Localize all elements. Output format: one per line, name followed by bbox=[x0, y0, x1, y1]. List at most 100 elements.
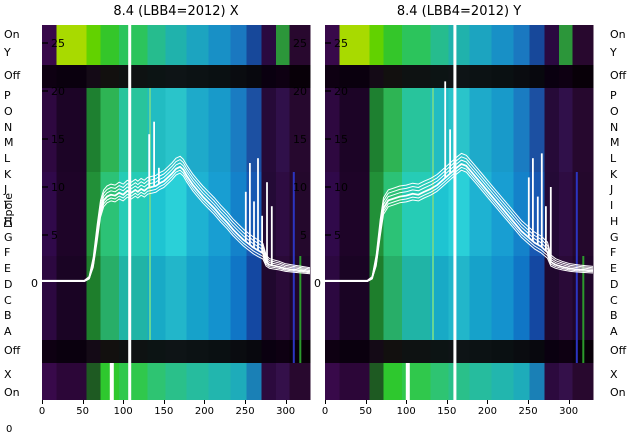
x-tick bbox=[365, 400, 367, 404]
row-label-c: C bbox=[4, 294, 12, 307]
row-label-m: M bbox=[4, 136, 14, 149]
svg-text:25: 25 bbox=[293, 37, 307, 50]
row-label-on: On bbox=[4, 28, 20, 41]
row-label-l: L bbox=[610, 152, 617, 165]
row-label-i: I bbox=[610, 199, 614, 212]
x-tick bbox=[245, 400, 247, 404]
x-tick bbox=[568, 400, 570, 404]
x-tick-label: 50 bbox=[76, 406, 89, 417]
row-label-x: X bbox=[610, 368, 618, 381]
svg-text:20: 20 bbox=[334, 85, 348, 98]
svg-text:0: 0 bbox=[31, 277, 38, 290]
heatmap-plot-x: 5 10 15 20 25 0 25 20 15 10 5 bbox=[31, 25, 311, 400]
corner-zero-label: 0 bbox=[6, 424, 13, 435]
svg-text:10: 10 bbox=[293, 181, 307, 194]
x-axis-left: 0 50 100 150 200 250 300 bbox=[39, 400, 310, 424]
row-label-on: On bbox=[610, 386, 626, 399]
row-label-n: N bbox=[4, 121, 13, 134]
row-label-k: K bbox=[4, 168, 12, 181]
x-tick-label: 300 bbox=[559, 406, 579, 417]
svg-text:10: 10 bbox=[51, 181, 65, 194]
right-row-labels: On Y Off P O N M L K J I H G F E D C B A Off X On bbox=[610, 25, 640, 400]
svg-text:15: 15 bbox=[334, 133, 348, 146]
x-tick bbox=[82, 400, 84, 404]
x-tick-label: 250 bbox=[235, 406, 255, 417]
row-label-n: N bbox=[610, 121, 619, 134]
row-label-f: F bbox=[610, 246, 617, 259]
svg-text:20: 20 bbox=[51, 85, 65, 98]
row-label-on: On bbox=[4, 386, 20, 399]
row-label-j: J bbox=[4, 183, 8, 196]
svg-text:25: 25 bbox=[334, 37, 348, 50]
row-label-a: A bbox=[610, 325, 618, 338]
svg-text:0: 0 bbox=[314, 277, 321, 290]
x-tick-label: 150 bbox=[437, 406, 457, 417]
row-label-j: J bbox=[610, 183, 614, 196]
row-label-c: C bbox=[610, 294, 618, 307]
row-label-o: O bbox=[610, 105, 619, 118]
x-tick bbox=[163, 400, 165, 404]
row-label-d: D bbox=[4, 278, 13, 291]
panel-x-title: 8.4 (LBB4=2012) X bbox=[113, 4, 239, 19]
row-label-l: L bbox=[4, 152, 11, 165]
row-label-on: On bbox=[610, 28, 626, 41]
row-label-k: K bbox=[610, 168, 618, 181]
x-tick-label: 0 bbox=[38, 406, 46, 417]
x-tick bbox=[42, 400, 43, 404]
svg-text:5: 5 bbox=[300, 229, 307, 242]
x-tick bbox=[487, 400, 489, 404]
row-label-d: D bbox=[610, 278, 619, 291]
x-tick-label: 100 bbox=[113, 406, 133, 417]
row-label-e: E bbox=[610, 262, 617, 275]
x-tick bbox=[406, 400, 408, 404]
x-axis-right: 0 50 100 150 200 250 300 bbox=[322, 400, 593, 424]
row-label-y: Y bbox=[4, 46, 11, 59]
row-label-h: H bbox=[610, 215, 619, 228]
row-label-m: M bbox=[610, 136, 620, 149]
x-tick bbox=[446, 400, 448, 404]
x-tick bbox=[285, 400, 287, 404]
row-label-g: G bbox=[610, 231, 619, 244]
x-tick-label: 100 bbox=[396, 406, 416, 417]
x-tick bbox=[123, 400, 125, 404]
x-tick bbox=[528, 400, 530, 404]
svg-text:25: 25 bbox=[51, 37, 65, 50]
row-label-e: E bbox=[4, 262, 11, 275]
svg-text:15: 15 bbox=[293, 133, 307, 146]
row-label-x: X bbox=[4, 368, 12, 381]
x-tick-label: 200 bbox=[477, 406, 497, 417]
heatmap-plot-y: 5 10 15 20 25 0 bbox=[314, 25, 594, 400]
svg-text:15: 15 bbox=[51, 133, 65, 146]
x-tick bbox=[325, 400, 326, 404]
row-label-p: P bbox=[4, 89, 11, 102]
x-tick-label: 200 bbox=[194, 406, 214, 417]
row-label-y: Y bbox=[610, 46, 617, 59]
panel-y-title: 8.4 (LBB4=2012) Y bbox=[396, 4, 522, 19]
row-label-off: Off bbox=[610, 69, 627, 82]
svg-text:20: 20 bbox=[293, 85, 307, 98]
left-row-labels: On Y Off P O N M L K J I H G F E D C B A Off X On bbox=[4, 25, 38, 400]
row-label-o: O bbox=[4, 105, 13, 118]
row-label-i: I bbox=[4, 199, 8, 212]
x-tick-label: 250 bbox=[518, 406, 538, 417]
svg-text:5: 5 bbox=[334, 229, 341, 242]
row-label-h: H bbox=[4, 215, 13, 228]
svg-text:10: 10 bbox=[334, 181, 348, 194]
row-label-off: Off bbox=[4, 344, 21, 357]
x-tick bbox=[204, 400, 206, 404]
x-tick-label: 300 bbox=[276, 406, 296, 417]
row-label-b: B bbox=[610, 309, 618, 322]
row-label-b: B bbox=[4, 309, 12, 322]
svg-text:5: 5 bbox=[51, 229, 58, 242]
row-label-off: Off bbox=[610, 344, 627, 357]
heatmap-panel-y: 8.4 (LBB4=2012) Y 5 10 15 20 25 0 0 50 100 150 20… bbox=[314, 4, 594, 417]
row-label-f: F bbox=[4, 246, 11, 259]
row-label-off: Off bbox=[4, 69, 21, 82]
x-tick-label: 150 bbox=[154, 406, 174, 417]
x-tick-label: 50 bbox=[359, 406, 372, 417]
row-label-p: P bbox=[610, 89, 617, 102]
row-label-a: A bbox=[4, 325, 12, 338]
x-tick-label: 0 bbox=[321, 406, 329, 417]
row-label-g: G bbox=[4, 231, 13, 244]
